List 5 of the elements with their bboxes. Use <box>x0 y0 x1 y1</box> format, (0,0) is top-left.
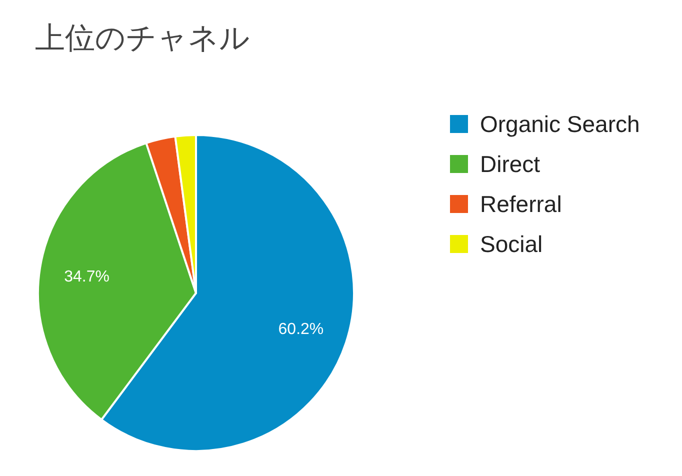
legend-label: Organic Search <box>480 111 640 137</box>
legend-label: Direct <box>480 151 541 177</box>
legend-label: Social <box>480 231 543 257</box>
title: 上位のチャネル <box>35 22 250 55</box>
legend-label: Referral <box>480 191 562 217</box>
